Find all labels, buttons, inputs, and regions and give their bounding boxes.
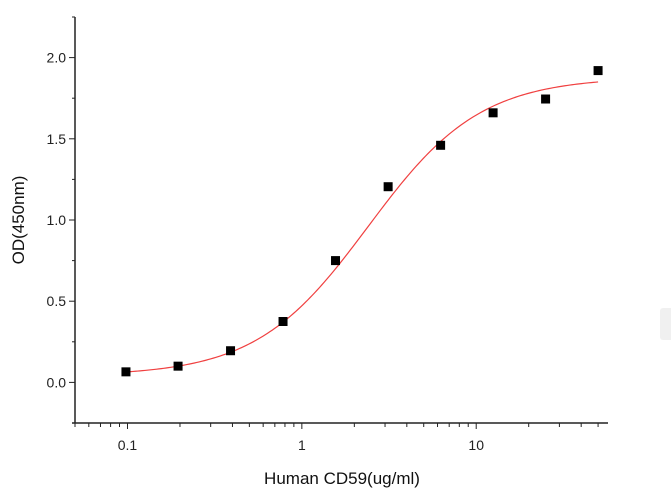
side-panel-tab[interactable] [660,308,671,340]
data-point [488,108,498,118]
x-tick-label: 1 [298,437,306,453]
data-point [278,317,288,326]
data-point [173,361,183,371]
y-tick-label: 0.0 [47,374,67,390]
y-tick-label: 1.0 [47,212,67,228]
x-tick-label: 10 [468,437,484,453]
x-axis-title: Human CD59(ug/ml) [264,469,420,488]
y-tick-label: 2.0 [47,50,67,66]
data-point [541,94,551,104]
data-point [383,182,393,192]
axes [69,16,608,429]
data-points [121,66,603,377]
data-point [226,346,236,356]
data-point [121,367,131,377]
y-tick-label: 1.5 [47,131,67,147]
data-point [593,66,603,76]
data-point [331,256,341,266]
y-tick-label: 0.5 [47,293,67,309]
x-tick-label: 0.1 [118,437,138,453]
data-point [436,140,446,150]
tick-labels: 0.0 0.5 1.0 1.5 2.0 0.1 1 10 [47,50,485,453]
y-axis-title: OD(450nm) [9,176,28,265]
fit-curve [125,81,599,373]
